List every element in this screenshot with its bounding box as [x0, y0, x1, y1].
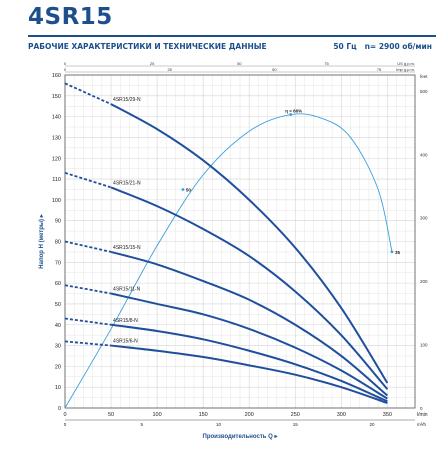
top-axis-tick-label: 50 — [272, 67, 277, 72]
series-label: 4SR15/29-N — [113, 97, 141, 103]
top-axis-tick-label: 75 — [377, 67, 382, 72]
y-tick-label: 90 — [55, 219, 61, 225]
y-tick-label: 40 — [55, 323, 61, 329]
feet-tick-label: 400 — [420, 152, 428, 157]
pump-curve — [110, 344, 388, 404]
m3h-tick-label: 10 — [216, 422, 222, 427]
frequency-info: 50 Гц n= 2900 об/мин — [333, 42, 432, 51]
m3h-tick-label: 0 — [64, 422, 67, 427]
x-axis-title: Производительность Q ▸ — [203, 434, 279, 440]
pump-curve-dashed — [64, 317, 112, 326]
efficiency-label: 35 — [395, 250, 401, 255]
y-tick-label: 70 — [55, 260, 61, 266]
pump-curve — [110, 186, 389, 390]
y-tick-label: 140 — [52, 115, 61, 121]
y-tick-label: 50 — [55, 302, 61, 308]
x-tick-label: 100 — [153, 412, 162, 418]
y-tick-label: 100 — [52, 198, 61, 204]
title-divider — [28, 35, 436, 37]
x-tick-label: 0 — [63, 412, 66, 418]
x-tick-label: 200 — [245, 412, 254, 418]
top-axis-tick-label: 25 — [150, 61, 155, 66]
pump-curve-dashed — [64, 340, 112, 347]
feet-tick-label: 200 — [420, 279, 428, 284]
y-tick-label: 60 — [55, 281, 61, 287]
pump-curve — [110, 250, 389, 397]
y-tick-label: 150 — [52, 94, 61, 100]
chart-subtitle: РАБОЧИЕ ХАРАКТЕРИСТИКИ И ТЕХНИЧЕСКИЕ ДАН… — [28, 42, 267, 51]
pump-curve — [110, 103, 389, 384]
top-axis-tick-label: 75 — [324, 61, 329, 66]
m3h-tick-label: 15 — [293, 422, 299, 427]
top-axis-unit-label: Imp g.p.m. — [396, 67, 415, 72]
y-tick-label: 110 — [52, 177, 61, 183]
series-label: 4SR15/21-N — [113, 180, 141, 186]
m3h-unit-label: m³/h — [417, 422, 426, 427]
efficiency-point — [390, 250, 394, 254]
feet-tick-label: 300 — [420, 216, 428, 221]
pump-curve-dashed — [64, 240, 112, 253]
series-label: 4SR15/15-N — [113, 245, 141, 251]
efficiency-point — [181, 188, 185, 191]
x-tick-label: 150 — [199, 412, 208, 418]
series-label: 4SR15/6-N — [113, 339, 138, 345]
y-axis-title: Напор H (метры) ▸ — [39, 213, 45, 268]
page-title: 4SR15 — [28, 4, 113, 30]
pump-curve-dashed — [64, 82, 112, 105]
y-tick-label: 160 — [52, 73, 61, 79]
feet-tick-label: 0 — [420, 406, 423, 411]
m3h-tick-label: 5 — [140, 422, 143, 427]
efficiency-curve — [64, 113, 393, 409]
top-axis-unit-label: US g.p.m. — [397, 61, 415, 66]
series-label: 4SR15/8-N — [113, 318, 138, 324]
y-tick-label: 10 — [55, 385, 61, 391]
m3h-tick-label: 20 — [370, 422, 376, 427]
frequency-value: 50 Гц — [333, 42, 357, 51]
x-tick-label: 250 — [291, 412, 300, 418]
y-tick-label: 20 — [55, 364, 61, 370]
efficiency-label: 50 — [186, 187, 192, 192]
x-unit-label: l/min — [417, 412, 428, 418]
pump-curve — [110, 292, 388, 400]
feet-tick-label: 500 — [420, 89, 428, 94]
x-tick-label: 350 — [383, 412, 392, 418]
top-axis-tick-label: 25 — [167, 67, 172, 72]
pump-curve-dashed — [64, 284, 112, 295]
y-tick-label: 30 — [55, 344, 61, 350]
feet-unit-label: feet — [420, 74, 428, 79]
y-tick-label: 0 — [58, 406, 61, 412]
x-tick-label: 50 — [108, 412, 114, 418]
feet-tick-label: 100 — [420, 343, 428, 348]
pump-curve — [110, 323, 388, 403]
efficiency-point — [289, 113, 293, 116]
y-tick-label: 120 — [52, 156, 61, 162]
y-tick-label: 80 — [55, 240, 61, 246]
speed-value: n= 2900 об/мин — [364, 42, 432, 51]
pump-curve-dashed — [64, 171, 112, 189]
x-tick-label: 300 — [337, 412, 346, 418]
efficiency-label: η = 66% — [285, 109, 302, 114]
top-axis-tick-label: 50 — [237, 61, 242, 66]
top-axis-tick-label: 0 — [64, 67, 67, 72]
series-label: 4SR15/11-N — [113, 287, 141, 293]
y-tick-label: 130 — [52, 135, 61, 141]
top-axis-tick-label: 0 — [64, 61, 67, 66]
